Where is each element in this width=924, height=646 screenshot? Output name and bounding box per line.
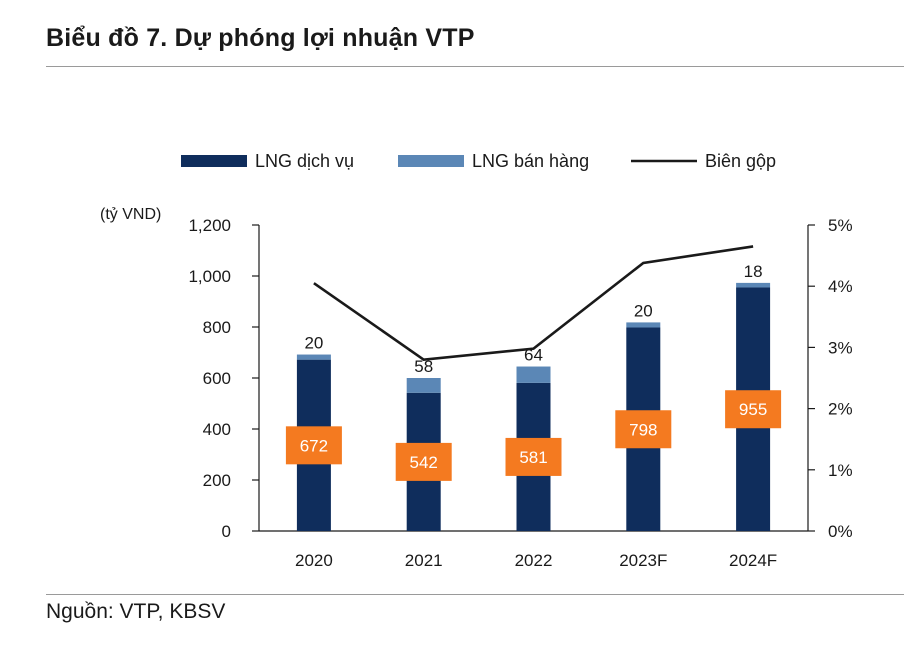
legend-swatch-sales	[398, 155, 464, 167]
x-tick-label: 2020	[295, 551, 333, 570]
y-right-tick-label: 4%	[828, 277, 853, 296]
margin-line	[313, 245, 754, 361]
data-label-service-box	[505, 437, 562, 476]
data-label-service: 955	[739, 400, 767, 419]
data-label-service: 798	[629, 420, 657, 439]
data-label-service-box	[725, 390, 782, 429]
y-left-tick-label: 1,200	[188, 216, 231, 235]
data-label-sales: 20	[634, 301, 653, 320]
y-left-tick-label: 200	[203, 471, 231, 490]
y-right-tick-label: 3%	[828, 338, 853, 357]
series-line-margin	[313, 245, 754, 361]
legend-label-sales: LNG bán hàng	[472, 151, 589, 171]
data-label-service-box	[615, 410, 672, 449]
data-label-service: 581	[519, 448, 547, 467]
data-label-sales: 20	[304, 334, 323, 353]
y-right-tick-label: 5%	[828, 216, 853, 235]
y-axis-label: (tỷ VND)	[100, 206, 161, 223]
title-divider	[46, 66, 904, 67]
y-left-tick-label: 1,000	[188, 267, 231, 286]
legend-swatch-service	[181, 155, 247, 167]
y-right-tick-label: 2%	[828, 400, 853, 419]
legend: LNG dịch vụ LNG bán hàng Biên gộp	[181, 151, 776, 171]
legend-label-margin: Biên gộp	[705, 151, 776, 171]
x-tick-label: 2024F	[729, 551, 777, 570]
source-divider	[46, 594, 904, 595]
x-tick-label: 2022	[515, 551, 553, 570]
bar-sales	[406, 378, 441, 393]
x-tick-label: 2021	[405, 551, 443, 570]
bar-sales	[516, 366, 551, 383]
bar-sales	[296, 354, 331, 360]
data-label-service: 542	[410, 453, 438, 472]
data-label-service-box	[395, 442, 452, 481]
legend-label-service: LNG dịch vụ	[255, 151, 354, 171]
data-label-sales: 18	[744, 262, 763, 281]
x-tick-label: 2023F	[619, 551, 667, 570]
source-note: Nguồn: VTP, KBSV	[46, 600, 226, 623]
data-label-sales: 64	[524, 346, 543, 365]
data-label-service: 672	[300, 436, 328, 455]
y-right-tick-label: 0%	[828, 522, 853, 541]
y-right-tick-label: 1%	[828, 461, 853, 480]
y-left-tick-label: 400	[203, 420, 231, 439]
data-label-sales: 58	[414, 357, 433, 376]
y-left-tick-label: 600	[203, 369, 231, 388]
data-labels: 20 672 58 542 64 581 20 798 18 955	[285, 262, 782, 481]
data-label-service-box	[285, 426, 342, 465]
y-left-tick-label: 0	[222, 522, 231, 541]
bar-sales	[736, 282, 771, 288]
y-left-tick-label: 800	[203, 318, 231, 337]
bar-sales	[626, 322, 661, 328]
page-title: Biểu đồ 7. Dự phóng lợi nhuận VTP	[46, 24, 475, 52]
